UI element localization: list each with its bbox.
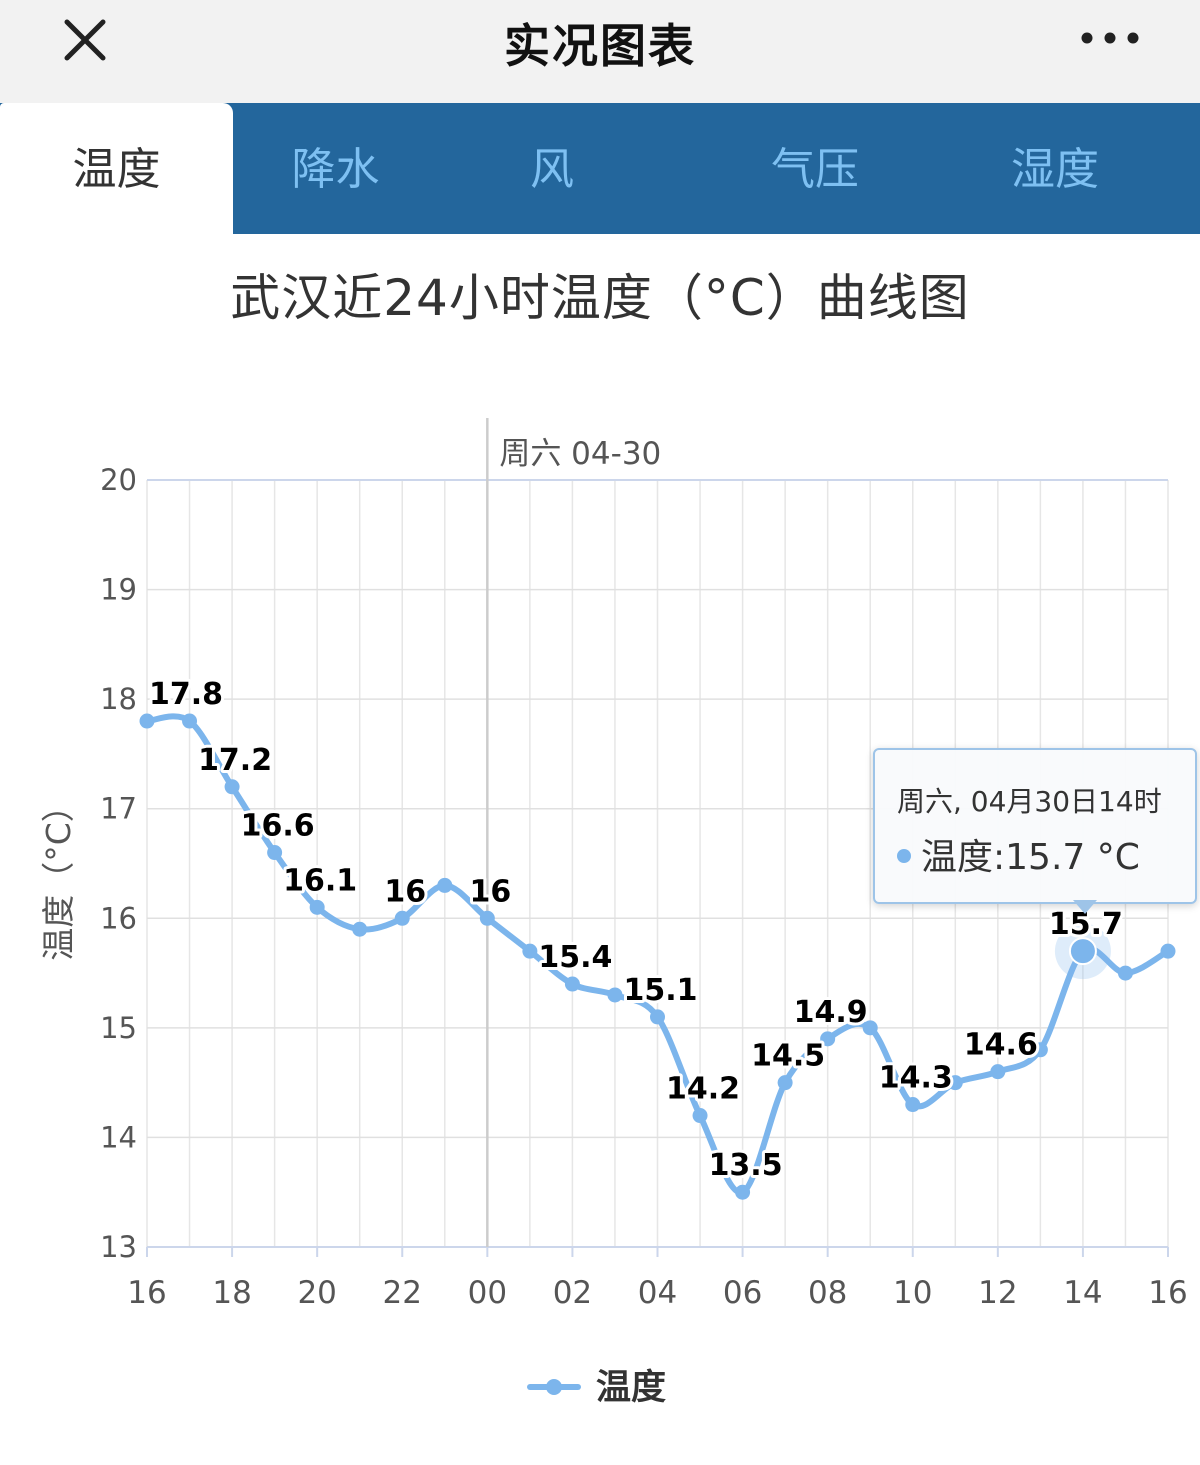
chart-title: 武汉近24小时温度（°C）曲线图 bbox=[230, 269, 970, 327]
data-point[interactable] bbox=[479, 910, 495, 926]
data-point[interactable] bbox=[1032, 1042, 1048, 1058]
series-dot-icon bbox=[897, 849, 911, 863]
x-tick-label: 02 bbox=[553, 1275, 592, 1311]
data-label: 16.6 bbox=[241, 809, 315, 844]
date-marker-label: 周六 04-30 bbox=[499, 436, 661, 472]
data-point[interactable] bbox=[267, 845, 283, 861]
data-point[interactable] bbox=[1068, 937, 1097, 966]
data-point[interactable] bbox=[607, 987, 623, 1003]
data-label: 16 bbox=[384, 874, 426, 909]
data-point[interactable] bbox=[352, 921, 368, 937]
data-point[interactable] bbox=[947, 1075, 963, 1091]
x-tick-label: 08 bbox=[808, 1275, 847, 1311]
top-bar: 实况图表 bbox=[0, 0, 1200, 104]
data-label: 14.6 bbox=[964, 1028, 1038, 1063]
tooltip-arrow bbox=[1073, 900, 1097, 914]
data-label: 17.8 bbox=[149, 677, 223, 712]
data-point[interactable] bbox=[650, 1009, 665, 1025]
tab-bar: 温度 降水 风 气压 湿度 bbox=[0, 103, 1200, 234]
data-point[interactable] bbox=[564, 976, 580, 992]
data-point[interactable] bbox=[905, 1097, 921, 1113]
series-temperature bbox=[139, 713, 1176, 1200]
x-tick-label: 12 bbox=[978, 1275, 1017, 1311]
data-label: 16 bbox=[469, 874, 511, 909]
tab-temperature[interactable]: 温度 bbox=[0, 103, 233, 234]
data-labels: 17.8 17.2 16.6 16.1 16 16 15.4 15.1 14.2 13.5 14.5… bbox=[146, 674, 1126, 1186]
temperature-line-chart: 13 14 15 16 17 18 19 20 温度（°C） 16 18 20 22 00 02 04 06 08… bbox=[39, 418, 1188, 1408]
data-point[interactable] bbox=[820, 1031, 836, 1047]
x-tick-label: 18 bbox=[212, 1275, 251, 1311]
data-point[interactable] bbox=[692, 1108, 708, 1124]
data-point[interactable] bbox=[1117, 965, 1133, 981]
tab-pressure[interactable]: 气压 bbox=[771, 144, 859, 195]
x-tick-label: 20 bbox=[297, 1275, 336, 1311]
data-point[interactable] bbox=[777, 1075, 793, 1091]
data-point[interactable] bbox=[309, 899, 325, 915]
x-tick-label: 06 bbox=[723, 1275, 762, 1311]
x-tick-label: 10 bbox=[893, 1275, 932, 1311]
legend-label[interactable]: 温度 bbox=[596, 1368, 666, 1408]
y-tick-label: 18 bbox=[100, 682, 137, 716]
data-label: 14.9 bbox=[794, 995, 868, 1030]
y-tick-label: 20 bbox=[100, 463, 137, 497]
data-point[interactable] bbox=[139, 713, 155, 729]
data-label: 14.3 bbox=[879, 1061, 953, 1096]
legend-symbol-dot[interactable] bbox=[546, 1379, 562, 1395]
tab-humidity[interactable]: 湿度 bbox=[1011, 144, 1099, 195]
data-point[interactable] bbox=[182, 713, 198, 729]
x-tick-label: 04 bbox=[638, 1275, 677, 1311]
x-tick-label: 00 bbox=[468, 1275, 507, 1311]
tooltip: 周六, 04月30日14时 温度:15.7 °C bbox=[873, 748, 1197, 914]
data-point[interactable] bbox=[862, 1020, 878, 1036]
tooltip-value: 15.7 °C bbox=[1005, 837, 1140, 878]
legend[interactable]: 温度 bbox=[527, 1368, 666, 1408]
tab-precipitation[interactable]: 降水 bbox=[291, 144, 380, 195]
x-tick-label: 16 bbox=[127, 1275, 166, 1311]
more-dots-icon[interactable] bbox=[1075, 18, 1145, 58]
y-tick-label: 13 bbox=[100, 1230, 137, 1264]
y-axis-title: 温度（°C） bbox=[39, 789, 78, 961]
data-point[interactable] bbox=[522, 943, 538, 959]
data-label: 14.2 bbox=[666, 1072, 740, 1107]
data-point[interactable] bbox=[990, 1064, 1006, 1080]
tab-wind[interactable]: 风 bbox=[530, 144, 574, 195]
tooltip-series-label: 温度 bbox=[921, 837, 994, 878]
y-tick-label: 14 bbox=[100, 1120, 137, 1154]
data-point[interactable] bbox=[1160, 943, 1176, 959]
axes: 13 14 15 16 17 18 19 20 温度（°C） 16 18 20 22 00 02 04 06 08… bbox=[39, 418, 1188, 1311]
close-icon[interactable] bbox=[55, 10, 115, 70]
page-title: 实况图表 bbox=[504, 19, 696, 73]
data-point[interactable] bbox=[735, 1184, 751, 1200]
data-label: 15.1 bbox=[623, 973, 697, 1008]
data-point[interactable] bbox=[437, 877, 453, 893]
data-label: 16.1 bbox=[283, 863, 357, 898]
data-point[interactable] bbox=[224, 779, 240, 795]
x-tick-label: 16 bbox=[1148, 1275, 1187, 1311]
y-tick-label: 16 bbox=[100, 901, 137, 935]
x-tick-label: 22 bbox=[383, 1275, 422, 1311]
data-label: 13.5 bbox=[709, 1148, 783, 1183]
x-tick-label: 14 bbox=[1063, 1275, 1102, 1311]
y-tick-label: 19 bbox=[100, 573, 137, 607]
tooltip-value-line: 温度:15.7 °C bbox=[897, 828, 1140, 880]
y-tick-label: 17 bbox=[100, 792, 137, 826]
data-label: 14.5 bbox=[751, 1039, 825, 1074]
y-tick-label: 15 bbox=[100, 1011, 137, 1045]
tooltip-header: 周六, 04月30日14时 bbox=[897, 785, 1162, 818]
data-point[interactable] bbox=[394, 910, 410, 926]
tooltip-colon: : bbox=[993, 837, 1006, 878]
data-label: 15.4 bbox=[538, 940, 612, 975]
data-label: 17.2 bbox=[198, 743, 272, 778]
